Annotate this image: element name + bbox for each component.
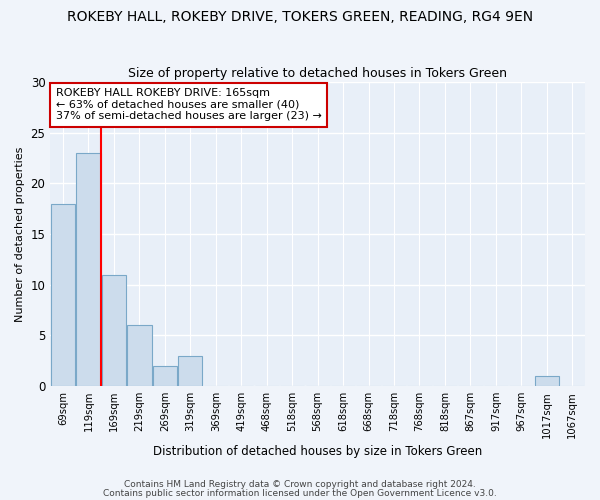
Bar xyxy=(178,356,202,386)
Text: Contains public sector information licensed under the Open Government Licence v3: Contains public sector information licen… xyxy=(103,488,497,498)
Text: ROKEBY HALL, ROKEBY DRIVE, TOKERS GREEN, READING, RG4 9EN: ROKEBY HALL, ROKEBY DRIVE, TOKERS GREEN,… xyxy=(67,10,533,24)
X-axis label: Distribution of detached houses by size in Tokers Green: Distribution of detached houses by size … xyxy=(153,444,482,458)
Text: ROKEBY HALL ROKEBY DRIVE: 165sqm
← 63% of detached houses are smaller (40)
37% o: ROKEBY HALL ROKEBY DRIVE: 165sqm ← 63% o… xyxy=(56,88,322,122)
Bar xyxy=(127,326,152,386)
Text: Contains HM Land Registry data © Crown copyright and database right 2024.: Contains HM Land Registry data © Crown c… xyxy=(124,480,476,489)
Bar xyxy=(153,366,177,386)
Bar xyxy=(76,153,101,386)
Y-axis label: Number of detached properties: Number of detached properties xyxy=(15,146,25,322)
Title: Size of property relative to detached houses in Tokers Green: Size of property relative to detached ho… xyxy=(128,66,507,80)
Bar xyxy=(51,204,75,386)
Bar xyxy=(535,376,559,386)
Bar xyxy=(102,274,126,386)
